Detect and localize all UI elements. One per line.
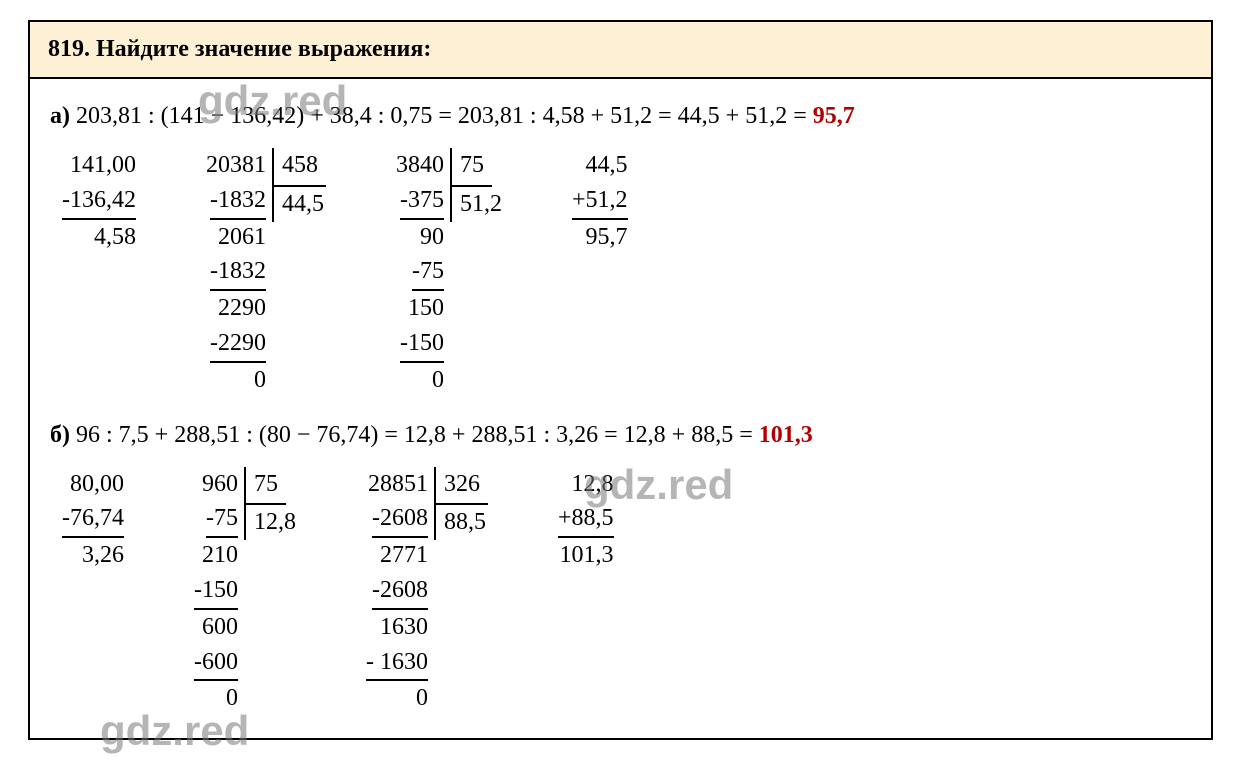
div1-dividend: 20381: [206, 148, 266, 183]
part-a-line: а) 203,81 : (141 − 136,42) + 38,4 : 0,75…: [50, 103, 1191, 130]
div2-step2: -75: [412, 254, 444, 291]
div1b-step0: -75: [206, 501, 238, 538]
div2b-step5: 0: [366, 681, 428, 716]
subb-minus: -76,74: [62, 501, 124, 538]
div2b-dividend: 28851: [366, 467, 428, 502]
problem-title: Найдите значение выражения:: [96, 36, 431, 62]
div1-step2: -1832: [210, 254, 266, 291]
part-b-label: б): [50, 422, 70, 448]
sub-result: 4,58: [62, 220, 136, 255]
div2b-quotient: 88,5: [434, 505, 486, 540]
div2-step3: 150: [396, 291, 444, 326]
div1-step3: 2290: [206, 291, 266, 326]
div2b-step3: 1630: [366, 610, 428, 645]
div2-step4: -150: [400, 326, 444, 363]
part-a-work: 141,00 -136,42 4,58 20381 -1832 2061 -18…: [62, 148, 1191, 398]
problem-header: 819. Найдите значение выражения:: [30, 22, 1211, 79]
div1b-step2: -150: [194, 573, 238, 610]
add-plus: +51,2: [572, 183, 628, 220]
add-top: 44,5: [572, 148, 628, 183]
part-a-label: а): [50, 103, 70, 129]
part-a-addition: 44,5 +51,2 95,7: [572, 148, 628, 254]
addb-plus: +88,5: [558, 501, 614, 538]
part-a-division-2: 3840 -375 90 -75 150 -150 0 75 51,2: [396, 148, 502, 398]
div2b-step0: -2608: [372, 501, 428, 538]
div1b-dividend: 960: [194, 467, 238, 502]
div1-step5: 0: [206, 363, 266, 398]
addb-top: 12,8: [558, 467, 614, 502]
problem-box: 819. Найдите значение выражения: gdz.red…: [28, 20, 1213, 740]
div1b-step3: 600: [194, 610, 238, 645]
div1b-step1: 210: [194, 538, 238, 573]
div1-step1: 2061: [206, 220, 266, 255]
part-b-expression: 96 : 7,5 + 288,51 : (80 − 76,74) = 12,8 …: [76, 422, 753, 448]
div2-step0: -375: [400, 183, 444, 220]
div1-quotient: 44,5: [272, 187, 324, 222]
div1b-quotient: 12,8: [244, 505, 296, 540]
sub-minus: -136,42: [62, 183, 136, 220]
problem-body: gdz.red gdz.red gdz.red а) 203,81 : (141…: [30, 79, 1211, 738]
part-b-division-1: 960 -75 210 -150 600 -600 0 75 12,8: [194, 467, 296, 717]
part-b-addition: 12,8 +88,5 101,3: [558, 467, 614, 573]
part-b-work: 80,00 -76,74 3,26 960 -75 210 -150 600 -…: [62, 467, 1191, 717]
part-b-division-2: 28851 -2608 2771 -2608 1630 - 1630 0 326…: [366, 467, 488, 717]
part-a-division-1: 20381 -1832 2061 -1832 2290 -2290 0 458 …: [206, 148, 326, 398]
part-a-answer: 95,7: [813, 103, 855, 129]
div2b-step4: - 1630: [366, 645, 428, 682]
div2b-divisor: 326: [434, 467, 488, 506]
div1-divisor: 458: [272, 148, 326, 187]
div2-dividend: 3840: [396, 148, 444, 183]
div2b-step1: 2771: [366, 538, 428, 573]
part-a-expression: 203,81 : (141 − 136,42) + 38,4 : 0,75 = …: [76, 103, 807, 129]
div1b-divisor: 75: [244, 467, 286, 506]
div1b-step4: -600: [194, 645, 238, 682]
sub-top: 141,00: [62, 148, 136, 183]
part-b-answer: 101,3: [759, 422, 813, 448]
addb-result: 101,3: [558, 538, 614, 573]
div1-step0: -1832: [210, 183, 266, 220]
subb-top: 80,00: [62, 467, 124, 502]
div2-divisor: 75: [450, 148, 492, 187]
part-a-subtraction: 141,00 -136,42 4,58: [62, 148, 136, 254]
div2b-step2: -2608: [372, 573, 428, 610]
div2-step1: 90: [396, 220, 444, 255]
div2-quotient: 51,2: [450, 187, 502, 222]
part-b-line: б) 96 : 7,5 + 288,51 : (80 − 76,74) = 12…: [50, 422, 1191, 449]
subb-result: 3,26: [62, 538, 124, 573]
part-b-subtraction: 80,00 -76,74 3,26: [62, 467, 124, 573]
problem-number: 819.: [48, 36, 90, 62]
div1-step4: -2290: [210, 326, 266, 363]
add-result: 95,7: [572, 220, 628, 255]
div1b-step5: 0: [194, 681, 238, 716]
div2-step5: 0: [396, 363, 444, 398]
